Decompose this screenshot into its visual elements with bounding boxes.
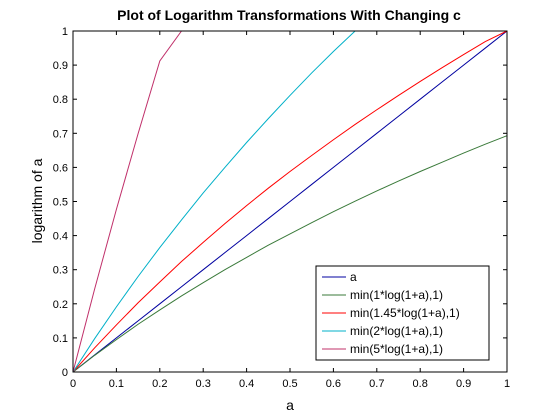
x-tick-label: 0.3 [196, 378, 211, 390]
x-tick-label: 0.5 [282, 378, 297, 390]
y-tick-label: 0.4 [53, 231, 68, 243]
x-tick-label: 0.1 [109, 378, 124, 390]
legend-label-2: min(1*log(1+a),1) [350, 288, 443, 302]
x-tick-label: 0.7 [369, 378, 384, 390]
legend-label-4: min(2*log(1+a),1) [350, 324, 443, 338]
legend-label-5: min(5*log(1+a),1) [350, 342, 443, 356]
x-tick-label: 0.8 [413, 378, 428, 390]
x-tick-label: 0.6 [326, 378, 341, 390]
y-tick-label: 0.9 [53, 60, 68, 72]
x-tick-label: 0 [70, 378, 76, 390]
y-tick-label: 0.8 [53, 94, 68, 106]
y-tick-label: 0.5 [53, 197, 68, 209]
legend: a min(1*log(1+a),1) min(1.45*log(1+a),1) mi… [316, 266, 489, 360]
x-tick-label: 0.2 [152, 378, 167, 390]
legend-label-3: min(1.45*log(1+a),1) [350, 306, 460, 320]
legend-label-1: a [350, 270, 357, 284]
y-tick-label: 1 [62, 26, 68, 38]
y-tick-label: 0.6 [53, 162, 68, 174]
y-tick-label: 0 [62, 367, 68, 379]
x-tick-label: 0.4 [239, 378, 254, 390]
y-tick-label: 0.7 [53, 128, 68, 140]
x-tick-label: 1 [504, 378, 510, 390]
x-tick-label: 0.9 [456, 378, 471, 390]
y-tick-label: 0.1 [53, 333, 68, 345]
y-axis-label: logarithm of a [29, 158, 45, 243]
chart-title: Plot of Logarithm Transformations With C… [117, 7, 461, 23]
x-axis-label: a [286, 397, 294, 413]
y-tick-label: 0.3 [53, 265, 68, 277]
y-tick-label: 0.2 [53, 299, 68, 311]
